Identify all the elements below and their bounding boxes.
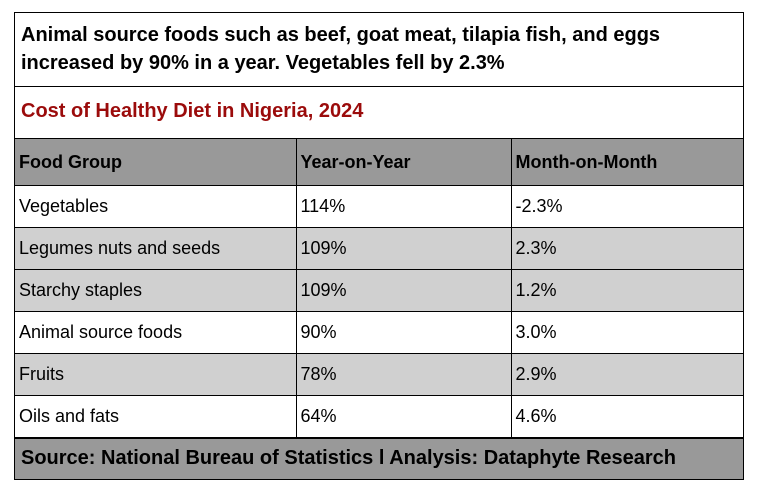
table-figure: Animal source foods such as beef, goat m… [14, 12, 744, 480]
year-on-year-cell: 109% [295, 269, 512, 312]
year-on-year-cell: 64% [295, 395, 512, 438]
food-group-cell: Vegetables [15, 185, 297, 228]
table-row: Vegetables 114% -2.3% [15, 185, 743, 228]
food-group-cell: Oils and fats [15, 395, 297, 438]
month-on-month-cell: 2.9% [510, 353, 743, 396]
month-on-month-cell: 1.2% [510, 269, 743, 312]
table-row: Fruits 78% 2.9% [15, 353, 743, 396]
headline: Animal source foods such as beef, goat m… [15, 13, 743, 87]
column-header-month-on-month: Month-on-Month [510, 139, 743, 186]
food-group-cell: Starchy staples [15, 269, 297, 312]
food-group-cell: Fruits [15, 353, 297, 396]
table-row: Oils and fats 64% 4.6% [15, 395, 743, 438]
header-row: Food Group Year-on-Year Month-on-Month [15, 139, 743, 186]
source-footer: Source: National Bureau of Statistics l … [15, 438, 743, 479]
year-on-year-cell: 78% [295, 353, 512, 396]
table-row: Animal source foods 90% 3.0% [15, 311, 743, 354]
month-on-month-cell: 4.6% [510, 395, 743, 438]
table-row: Starchy staples 109% 1.2% [15, 269, 743, 312]
month-on-month-cell: -2.3% [510, 185, 743, 228]
food-group-cell: Legumes nuts and seeds [15, 227, 297, 270]
data-table: Food Group Year-on-Year Month-on-Month V… [15, 139, 743, 438]
table-title: Cost of Healthy Diet in Nigeria, 2024 [15, 87, 743, 139]
year-on-year-cell: 114% [295, 185, 512, 228]
column-header-food-group: Food Group [15, 139, 297, 186]
month-on-month-cell: 3.0% [510, 311, 743, 354]
month-on-month-cell: 2.3% [510, 227, 743, 270]
year-on-year-cell: 90% [295, 311, 512, 354]
food-group-cell: Animal source foods [15, 311, 297, 354]
year-on-year-cell: 109% [295, 227, 512, 270]
table-row: Legumes nuts and seeds 109% 2.3% [15, 227, 743, 270]
column-header-year-on-year: Year-on-Year [295, 139, 512, 186]
